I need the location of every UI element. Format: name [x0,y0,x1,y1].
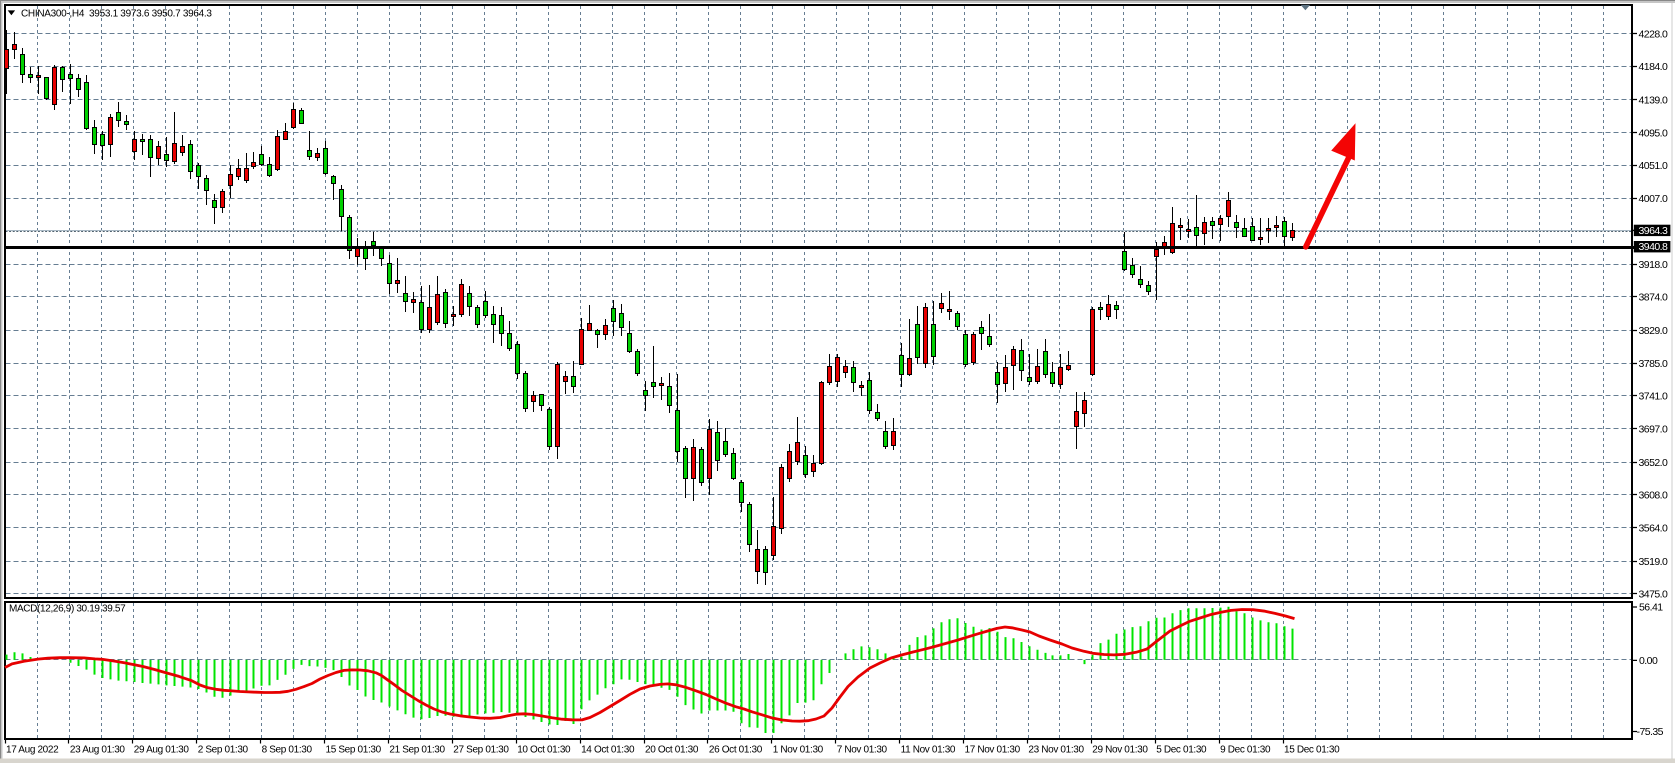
svg-text:26 Oct 01:30: 26 Oct 01:30 [709,745,763,756]
svg-text:4228.0: 4228.0 [1639,28,1669,40]
svg-text:8 Sep 01:30: 8 Sep 01:30 [262,745,313,756]
svg-text:3918.0: 3918.0 [1639,259,1669,271]
svg-text:CHINA300-,H4 3953.1 3973.6 39: CHINA300-,H4 3953.1 3973.6 3950.7 3964.3 [21,9,212,20]
svg-text:0.00: 0.00 [1639,655,1658,667]
svg-text:23 Nov 01:30: 23 Nov 01:30 [1028,745,1084,756]
svg-text:11 Nov 01:30: 11 Nov 01:30 [901,745,956,756]
svg-text:29 Nov 01:30: 29 Nov 01:30 [1092,745,1148,756]
svg-text:21 Sep 01:30: 21 Sep 01:30 [389,745,445,756]
svg-text:10 Oct 01:30: 10 Oct 01:30 [517,745,571,756]
svg-text:2 Sep 01:30: 2 Sep 01:30 [198,745,249,756]
svg-text:20 Oct 01:30: 20 Oct 01:30 [645,745,699,756]
svg-text:3564.0: 3564.0 [1639,523,1669,535]
svg-text:4007.0: 4007.0 [1639,193,1669,205]
svg-text:15 Sep 01:30: 15 Sep 01:30 [326,745,382,756]
svg-text:17 Nov 01:30: 17 Nov 01:30 [965,745,1021,756]
svg-text:23 Aug 01:30: 23 Aug 01:30 [70,745,126,756]
svg-text:14 Oct 01:30: 14 Oct 01:30 [581,745,635,756]
svg-text:15 Dec 01:30: 15 Dec 01:30 [1284,745,1340,756]
svg-text:3475.0: 3475.0 [1639,589,1669,601]
svg-text:3652.0: 3652.0 [1639,457,1669,469]
svg-text:4184.0: 4184.0 [1639,61,1669,73]
svg-text:3785.0: 3785.0 [1639,358,1669,370]
svg-text:4139.0: 4139.0 [1639,95,1669,107]
svg-text:3741.0: 3741.0 [1639,391,1669,403]
svg-text:1 Nov 01:30: 1 Nov 01:30 [773,745,824,756]
svg-text:27 Sep 01:30: 27 Sep 01:30 [453,745,509,756]
svg-text:3964.3: 3964.3 [1639,225,1669,237]
svg-text:MACD(12,26,9) 30.19 39.57: MACD(12,26,9) 30.19 39.57 [9,604,126,615]
svg-text:3940.8: 3940.8 [1639,241,1669,253]
svg-text:29 Aug 01:30: 29 Aug 01:30 [134,745,190,756]
svg-text:-75.35: -75.35 [1637,726,1664,738]
svg-text:3697.0: 3697.0 [1639,424,1669,436]
svg-text:9 Dec 01:30: 9 Dec 01:30 [1220,745,1271,756]
svg-text:4051.0: 4051.0 [1639,160,1669,172]
svg-text:3829.0: 3829.0 [1639,325,1669,337]
svg-text:4095.0: 4095.0 [1639,127,1669,139]
svg-text:3874.0: 3874.0 [1639,292,1669,304]
svg-text:17 Aug 2022: 17 Aug 2022 [6,745,59,756]
svg-text:3608.0: 3608.0 [1639,490,1669,502]
svg-text:56.41: 56.41 [1639,602,1663,614]
svg-text:3519.0: 3519.0 [1639,556,1669,568]
svg-text:5 Dec 01:30: 5 Dec 01:30 [1156,745,1207,756]
svg-text:7 Nov 01:30: 7 Nov 01:30 [837,745,888,756]
